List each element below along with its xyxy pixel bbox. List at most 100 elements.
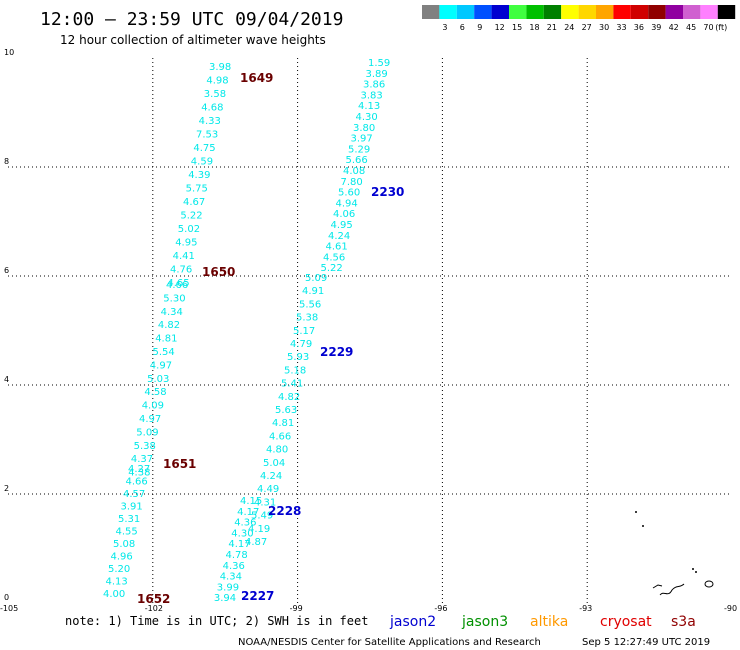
wave-height-value: 3.80 (353, 123, 375, 134)
wave-height-value: 4.08 (343, 166, 365, 177)
wave-height-value: 4.66 (126, 477, 148, 488)
legend-label: 24 (564, 23, 574, 32)
legend-label: 21 (547, 23, 557, 32)
wave-height-value: 4.17 (228, 539, 250, 550)
legend-swatch (665, 5, 683, 19)
wave-height-value: 5.22 (180, 211, 202, 222)
wave-height-value: 4.00 (103, 589, 125, 600)
axis-tick-labels: -105 -102 -99 -96 -93 -90 0 2 4 6 8 10 (0, 48, 737, 613)
wave-height-legend: 3 6 9 12 15 18 21 24 27 30 33 36 39 42 45 70 (ft) (422, 5, 736, 32)
legend-swatch (683, 5, 701, 19)
pass-1651-track: 4.27 4.664.57 3.915.31 4.555.08 4.965.20 4.13… (103, 457, 196, 600)
legend-swatch (648, 5, 666, 19)
wave-height-value: 5.04 (263, 458, 285, 469)
wave-height-value: 4.75 (193, 143, 215, 154)
wave-height-value: 5.60 (338, 188, 360, 199)
island-dot (695, 571, 697, 573)
island-dot (635, 511, 637, 513)
legend-label: 33 (616, 23, 626, 32)
footer-note: note: 1) Time is in UTC; 2) SWH is in fe… (65, 614, 368, 628)
credit-line: NOAA/NESDIS Center for Satellite Applica… (238, 637, 541, 648)
wave-height-value: 5.20 (108, 564, 130, 575)
pass-number-label: 2230 (371, 185, 404, 199)
legend-swatch (561, 5, 579, 19)
wave-height-value: 4.38 (128, 468, 150, 479)
wave-height-value: 3.58 (204, 89, 226, 100)
wave-height-value: 4.95 (331, 220, 353, 231)
lat-tick-label: 8 (4, 157, 9, 166)
wave-height-value: 4.82 (278, 392, 300, 403)
coast-segment (659, 583, 685, 596)
satellite-name-jason2: jason2 (389, 614, 436, 630)
pass-number-label: 1652 (137, 592, 170, 606)
pass-number-label: 1651 (163, 457, 196, 471)
satellite-tracks: 3.98 4.98 3.58 4.68 4.33 7.53 4.75 4.59 4.39 5.75… (103, 58, 404, 606)
wave-height-value: 4.81 (155, 334, 177, 345)
wave-height-value: 4.59 (191, 157, 213, 168)
legend-label: 12 (495, 23, 505, 32)
wave-height-value: 4.76 (170, 265, 192, 276)
wave-height-value: 5.38 (296, 313, 318, 324)
wave-height-value: 5.03 (147, 374, 169, 385)
lon-tick-label: -102 (145, 604, 163, 613)
lat-tick-label: 4 (4, 375, 9, 384)
timestamp: Sep 5 12:27:49 UTC 2019 (582, 637, 710, 648)
legend-swatch (630, 5, 649, 19)
wave-height-value: 4.15 (240, 496, 262, 507)
legend-label: 18 (529, 23, 539, 32)
wave-height-value: 4.82 (158, 320, 180, 331)
wave-height-value: 4.56 (323, 252, 345, 263)
pass-1652-track: 1652 (137, 592, 170, 606)
legend-label: 3 (442, 23, 447, 32)
wave-height-value: 4.13 (106, 577, 128, 588)
wave-height-value: 4.27 (128, 464, 150, 475)
wave-height-value: 5.09 (305, 273, 327, 284)
pass-2227-track: 2227 (241, 589, 274, 603)
wave-height-value: 4.97 (139, 414, 161, 425)
wave-height-value: 5.29 (348, 144, 370, 155)
wave-height-value: 4.34 (161, 307, 183, 318)
lat-tick-label: 0 (4, 593, 9, 602)
wave-height-value: 4.24 (260, 471, 282, 482)
wave-height-value: 5.02 (178, 224, 200, 235)
lon-tick-label: -99 (290, 604, 303, 613)
wave-height-value: 4.31 (254, 497, 276, 508)
wave-height-value: 4.61 (326, 242, 348, 253)
legend-swatch (491, 5, 509, 19)
legend-swatch (474, 5, 492, 19)
pass-number-label: 1650 (202, 265, 235, 279)
legend-label: 36 (634, 23, 644, 32)
legend-label: 42 (669, 23, 679, 32)
lon-tick-label: -90 (724, 604, 737, 613)
wave-height-value: 4.95 (175, 238, 197, 249)
wave-height-value: 4.87 (245, 537, 267, 548)
wave-height-value: 4.41 (173, 251, 195, 262)
pass-2228-track: 4.154.174.364.304.174.784.364.343.993.94… (214, 496, 302, 604)
pass-number-label: 2228 (268, 504, 301, 518)
map-title: 12:00 – 23:59 UTC 09/04/2019 (40, 9, 343, 30)
wave-height-value: 4.49 (257, 484, 279, 495)
wave-height-value: 7.80 (341, 177, 363, 188)
wave-height-value: 4.58 (144, 387, 166, 398)
pass-1650-track: 4.66 5.30 4.34 4.82 4.81 5.54 4.97 5.03 4.58 4.09… (128, 265, 235, 479)
island-outline (704, 580, 714, 588)
wave-height-value: 4.39 (188, 170, 210, 181)
wave-height-value: 5.63 (275, 405, 297, 416)
legend-swatch (596, 5, 614, 19)
satellite-name-altika: altika (530, 614, 568, 630)
lat-tick-label: 10 (4, 48, 14, 57)
wave-height-value: 3.86 (363, 80, 385, 91)
wave-height-value: 4.19 (248, 524, 270, 535)
wave-height-value: 3.99 (217, 582, 239, 593)
coast-segment (652, 584, 663, 589)
wave-height-value: 3.91 (121, 502, 143, 513)
legend-label: 39 (651, 23, 661, 32)
pass-number-label: 1649 (240, 71, 273, 85)
map-subtitle: 12 hour collection of altimeter wave hei… (60, 33, 326, 47)
wave-height-value: 4.97 (150, 360, 172, 371)
wave-height-value: 7.53 (196, 130, 218, 141)
legend-swatch (422, 5, 440, 19)
wave-height-value: 3.98 (209, 62, 231, 73)
wave-height-value: 5.66 (346, 155, 368, 166)
legend-label: 70 (703, 23, 713, 32)
